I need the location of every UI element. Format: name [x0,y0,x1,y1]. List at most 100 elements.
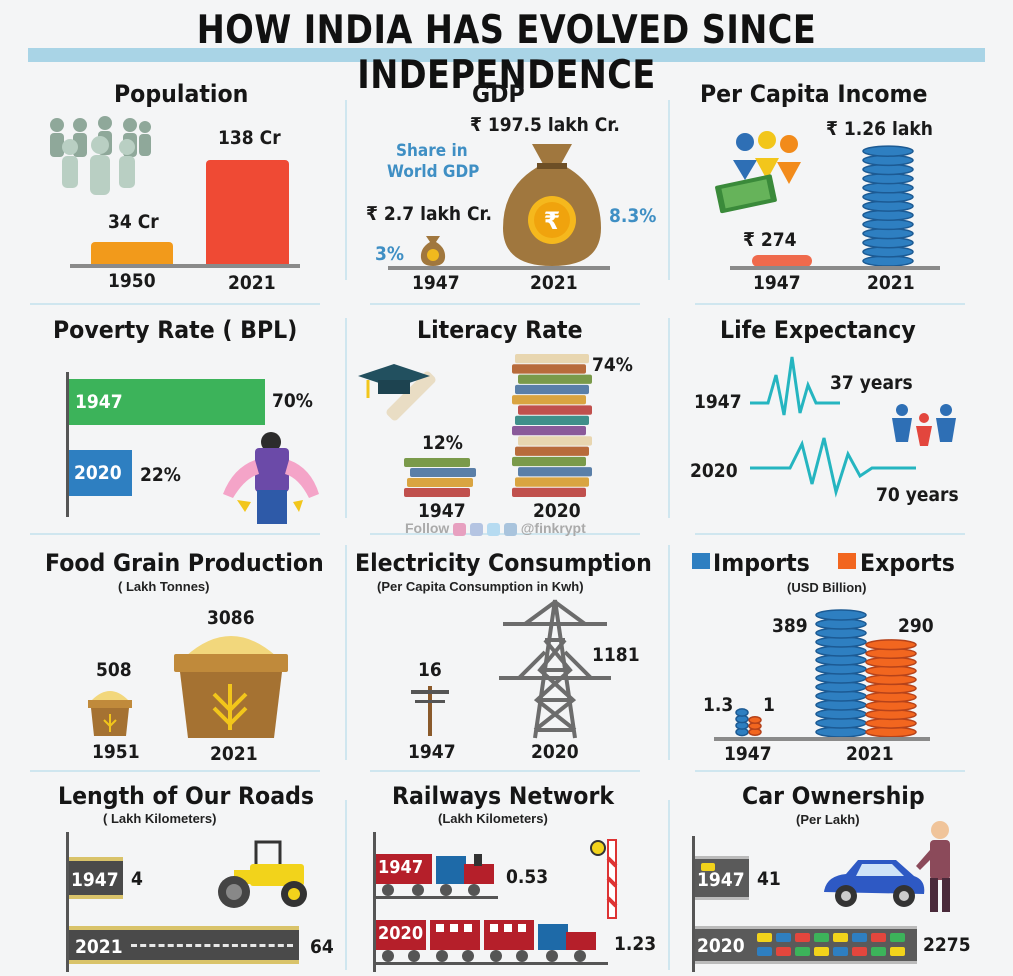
gdp-share-1947: 3% [375,243,405,265]
poverty-bar-2020: 2020 [69,450,132,496]
car-mini [852,947,867,956]
heartbeat-icon-2020 [750,437,916,498]
car-mini [852,933,867,942]
divider [695,533,965,535]
divider [695,303,965,305]
population-year-2021: 2021 [228,272,276,294]
person-icon [916,821,950,912]
electricity-sub: (Per Capita Consumption in Kwh) [377,579,584,594]
divider [30,533,320,535]
gdp-year-1947: 1947 [412,272,460,294]
life-year-2020: 2020 [690,460,738,482]
svg-text:₹: ₹ [544,207,561,235]
car-mini [814,933,829,942]
gdp-value-2021: ₹ 197.5 lakh Cr. [470,114,620,136]
train-icon-1947 [376,854,498,899]
car-mini [871,933,886,942]
poverty-heading: Poverty Rate ( BPL) [53,316,298,344]
car-mini [776,947,791,956]
imports-coins-1947 [735,708,749,737]
poverty-axis [66,372,69,517]
book [512,487,586,497]
book [518,405,592,415]
roads-axis [66,832,69,972]
life-heading: Life Expectancy [720,316,916,344]
rail-value-2020: 1.23 [614,933,657,955]
car-mini [795,947,810,956]
divider [345,800,347,970]
book [410,468,476,477]
trade-year-2021: 2021 [846,743,894,765]
title-underline [28,48,985,62]
literacy-heading: Literacy Rate [417,316,583,344]
cars-year-2020: 2020 [697,935,745,957]
power-tower-icon [499,599,611,739]
people-group-icon [50,116,151,195]
facebook-icon [470,522,484,536]
coin [735,708,749,717]
divider [30,770,320,772]
divider [345,318,347,518]
imports-coins-2021 [815,609,867,738]
power-pole-icon [411,686,449,736]
population-value-1950: 34 Cr [108,211,159,233]
electricity-heading: Electricity Consumption [355,549,652,577]
road-marking [131,944,293,947]
page-title: HOW INDIA HAS EVOLVED SINCE INDEPENDENCE [196,8,817,98]
per-capita-year-1947: 1947 [753,272,801,294]
book [518,467,592,477]
gdp-share-label-1: Share in [396,141,468,161]
coin [815,609,867,621]
books-stack-icon [512,354,592,497]
trade-year-1947: 1947 [724,743,772,765]
imports-legend-label: Imports [713,549,810,577]
book [512,426,586,436]
per-capita-coin-1947 [752,255,812,267]
gdp-share-2021: 8.3% [609,205,657,227]
electricity-value-1947: 16 [418,659,442,681]
divider [668,100,670,280]
car-traffic-icon [757,933,905,956]
linkedin-icon [503,522,517,536]
grain-sack-icon [174,636,288,738]
divider [668,545,670,760]
divider [695,770,965,772]
coin [862,145,914,157]
cars-year-1947: 1947 [697,869,745,891]
poverty-bar-1947: 1947 [69,379,265,425]
instagram-icon [453,522,467,536]
population-baseline [70,264,300,268]
book [518,436,592,446]
coin [748,715,762,725]
food-value-2021: 3086 [207,607,255,629]
poverty-value-1947: 70% [272,390,313,412]
imports-value-1947: 1.3 [703,694,734,716]
exports-coins-1947 [748,715,762,737]
car-icon [824,860,925,907]
book [404,488,470,497]
coins-stack-icon [862,145,914,267]
money-bag-icon-large: ₹ [503,144,601,266]
car-mini-icon [701,863,715,871]
imports-value-2021: 389 [772,615,808,637]
people-money-icon [715,131,801,214]
signal-icon [590,839,618,919]
book [512,395,586,405]
graduation-cap-icon [358,364,436,421]
life-value-2020: 70 years [876,484,959,506]
exports-value-1947: 1 [763,694,775,716]
book [407,478,473,487]
trade-sub: (USD Billion) [787,580,867,595]
literacy-year-1947: 1947 [418,500,466,522]
rail-heading: Railways Network [392,782,615,810]
car-mini [833,933,848,942]
car-mini [890,933,905,942]
per-capita-value-1947: ₹ 274 [743,229,797,251]
heartbeat-icon [750,356,840,416]
divider [345,100,347,280]
twitter-icon [487,522,500,536]
poverty-year-1947: 1947 [75,391,123,413]
book [515,354,589,364]
divider [370,303,640,305]
cars-heading: Car Ownership [742,782,925,810]
